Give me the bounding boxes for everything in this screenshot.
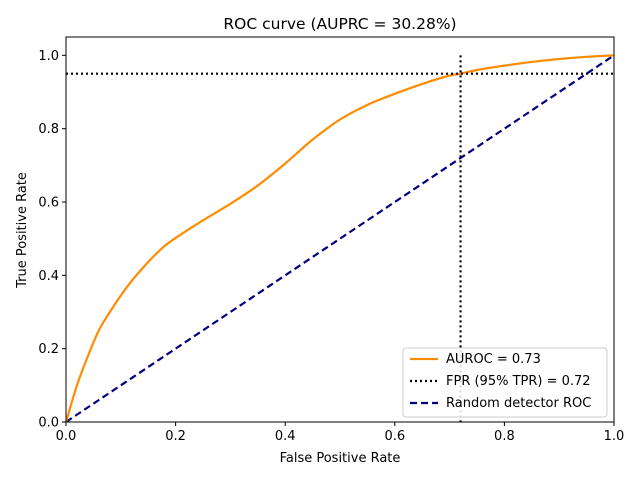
y-tick-label: 0.0 xyxy=(38,416,59,431)
legend-label-random: Random detector ROC xyxy=(446,396,591,411)
legend-frame xyxy=(402,347,608,418)
chart-title: ROC curve (AUPRC = 30.28%) xyxy=(223,15,456,33)
axes-frame xyxy=(65,36,615,423)
x-axis: 0.0 0.2 0.4 0.6 0.8 1.0 xyxy=(56,422,625,444)
y-axis-label: True Positive Rate xyxy=(15,172,30,289)
y-tick-label: 0.2 xyxy=(38,342,59,357)
y-tick-label: 0.8 xyxy=(38,122,59,137)
legend-label-fpr: FPR (95% TPR) = 0.72 xyxy=(446,374,591,389)
legend-label-auroc: AUROC = 0.73 xyxy=(446,352,541,367)
y-axis: 0.0 0.2 0.4 0.6 0.8 1.0 xyxy=(38,49,66,431)
y-tick-label: 0.6 xyxy=(38,196,59,211)
x-tick-label: 1.0 xyxy=(604,429,625,444)
x-tick-label: 0.0 xyxy=(56,429,77,444)
x-tick-label: 0.6 xyxy=(384,429,405,444)
x-tick-label: 0.4 xyxy=(275,429,296,444)
x-tick-label: 0.2 xyxy=(165,429,186,444)
y-tick-label: 0.4 xyxy=(38,269,59,284)
legend: AUROC = 0.73 FPR (95% TPR) = 0.72 Random… xyxy=(402,347,608,418)
x-axis-label: False Positive Rate xyxy=(280,451,401,466)
y-tick-label: 1.0 xyxy=(38,49,59,64)
x-tick-label: 0.8 xyxy=(494,429,515,444)
roc-curve-line xyxy=(66,54,614,422)
